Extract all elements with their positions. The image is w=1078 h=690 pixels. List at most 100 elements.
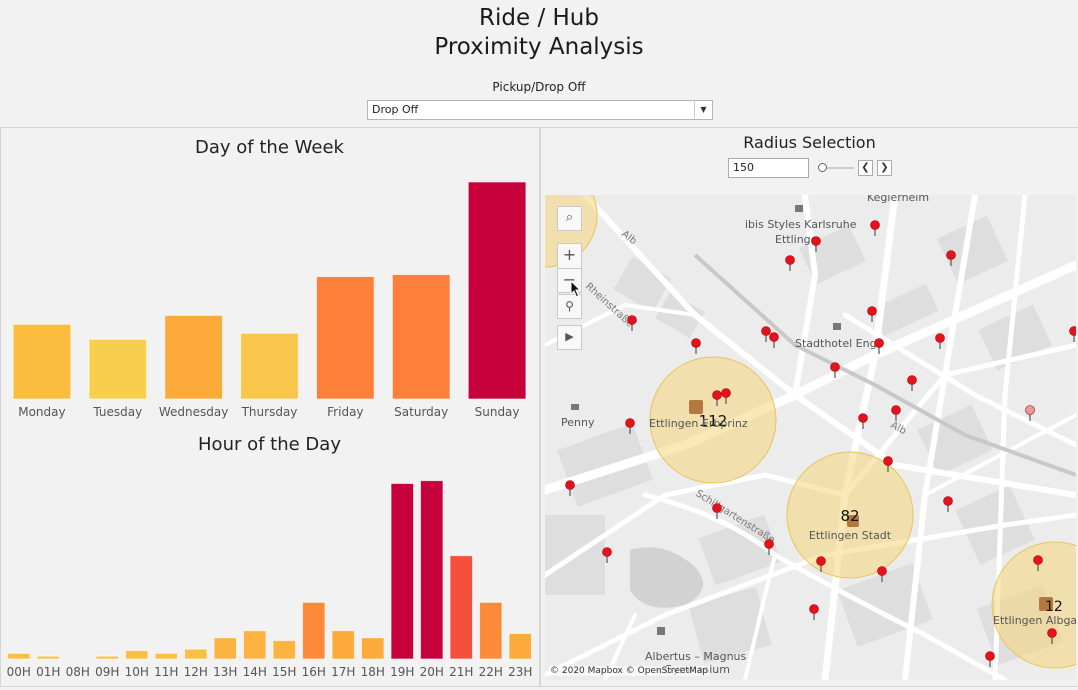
map-pin[interactable] bbox=[721, 388, 731, 405]
tick-label-sunday: Sunday bbox=[475, 405, 520, 419]
bar-09h[interactable] bbox=[95, 655, 119, 660]
map-attribution[interactable]: © 2020 Mapbox © OpenStreetMap bbox=[548, 666, 710, 676]
tick-label-01h: 01H bbox=[36, 665, 60, 679]
map-pin[interactable] bbox=[625, 418, 635, 435]
tick-label-15h: 15H bbox=[272, 665, 296, 679]
bar-19h[interactable] bbox=[390, 482, 414, 660]
bar-thursday[interactable] bbox=[240, 332, 299, 400]
divider bbox=[0, 686, 1078, 687]
map-pin[interactable] bbox=[627, 315, 637, 332]
map-pin[interactable] bbox=[1033, 555, 1043, 572]
radius-input[interactable]: 150 bbox=[728, 158, 809, 178]
map-pin[interactable] bbox=[907, 375, 917, 392]
map-pin[interactable] bbox=[867, 306, 877, 323]
map-pin[interactable] bbox=[816, 556, 826, 573]
divider bbox=[539, 127, 541, 687]
bar-22h[interactable] bbox=[479, 601, 503, 660]
map-pin[interactable] bbox=[712, 390, 722, 407]
tick-label-08h: 08H bbox=[66, 665, 90, 679]
tick-label-thursday: Thursday bbox=[241, 405, 298, 419]
hour-of-day-chart[interactable]: 00H 01H 08H 09H 10H 11H 12H 13H 14H 15H 16H 17H 18H 1… bbox=[0, 465, 539, 685]
radius-decrement-button[interactable]: ❮ bbox=[858, 160, 873, 176]
bar-01h[interactable] bbox=[36, 655, 60, 660]
map-pin[interactable] bbox=[761, 326, 771, 343]
bar-saturday[interactable] bbox=[391, 274, 451, 400]
map-pin[interactable] bbox=[883, 456, 893, 473]
map-pin[interactable] bbox=[985, 651, 995, 668]
tick-label-00h: 00H bbox=[7, 665, 31, 679]
radius-slider-thumb[interactable] bbox=[818, 163, 827, 172]
bar-00h[interactable] bbox=[7, 652, 31, 660]
tick-label-23h: 23H bbox=[508, 665, 532, 679]
tick-label-17h: 17H bbox=[331, 665, 355, 679]
map-search-button[interactable]: ⌕ bbox=[557, 206, 582, 231]
map-pin[interactable] bbox=[877, 566, 887, 583]
map-pin[interactable] bbox=[1047, 628, 1057, 645]
pickup-dropoff-value: Drop Off bbox=[372, 103, 419, 116]
tick-label-12h: 12H bbox=[184, 665, 208, 679]
tick-label-22h: 22H bbox=[479, 665, 503, 679]
bar-17h[interactable] bbox=[331, 630, 355, 660]
map-pin[interactable] bbox=[785, 255, 795, 272]
radius-slider-track[interactable] bbox=[820, 167, 854, 169]
bar-11h[interactable] bbox=[154, 652, 178, 660]
clear-pin-button[interactable]: ⚲ bbox=[557, 294, 582, 319]
map-pin[interactable] bbox=[935, 333, 945, 350]
bar-20h[interactable] bbox=[420, 480, 444, 660]
bar-10h[interactable] bbox=[125, 650, 149, 660]
bar-21h[interactable] bbox=[449, 555, 473, 660]
bar-wednesday[interactable] bbox=[164, 314, 223, 400]
map-pin[interactable] bbox=[811, 236, 821, 253]
map-pin[interactable] bbox=[691, 338, 701, 355]
map-label-top: Kegierheim bbox=[867, 195, 929, 204]
bar-12h[interactable] bbox=[184, 648, 208, 660]
bar-15h[interactable] bbox=[272, 640, 296, 660]
hub-count-2: 82 bbox=[840, 507, 859, 525]
map-pin[interactable] bbox=[946, 250, 956, 267]
bar-tuesday[interactable] bbox=[88, 338, 148, 400]
map-view[interactable]: ibis Styles Karlsruhe Ettlinge Stadthote… bbox=[545, 195, 1076, 680]
tick-label-tuesday: Tuesday bbox=[92, 405, 142, 419]
map-pin[interactable] bbox=[870, 220, 880, 237]
map-pin[interactable] bbox=[943, 496, 953, 513]
bar-sunday[interactable] bbox=[467, 181, 527, 400]
chevron-down-icon[interactable]: ▼ bbox=[694, 101, 712, 119]
hub-name-1: Ettlingen Erbprinz bbox=[649, 417, 748, 430]
tick-label-20h: 20H bbox=[420, 665, 444, 679]
tick-label-10h: 10H bbox=[125, 665, 149, 679]
bar-friday[interactable] bbox=[316, 276, 375, 400]
pickup-dropoff-dropdown[interactable]: Drop Off ▼ bbox=[367, 100, 713, 120]
map-pin[interactable] bbox=[874, 338, 884, 355]
mouse-cursor-icon bbox=[570, 280, 582, 298]
bar-18h[interactable] bbox=[361, 637, 385, 660]
day-of-week-chart[interactable]: Monday Tuesday Wednesday Thursday Friday Satu… bbox=[0, 170, 539, 426]
map-pin[interactable] bbox=[1069, 326, 1077, 343]
dashboard-title-line2: Proximity Analysis bbox=[434, 34, 644, 60]
tick-label-21h: 21H bbox=[449, 665, 473, 679]
map-pin[interactable] bbox=[891, 405, 901, 422]
map-label-hotel-b: Ettlinge bbox=[775, 233, 818, 246]
bar-14h[interactable] bbox=[243, 630, 267, 660]
bar-23h[interactable] bbox=[508, 633, 532, 660]
map-pin[interactable] bbox=[830, 362, 840, 379]
map-pin[interactable] bbox=[602, 547, 612, 564]
zoom-in-button[interactable]: + bbox=[557, 243, 582, 268]
map-pin[interactable] bbox=[565, 480, 575, 497]
map-label-school: Albertus – Magnus bbox=[645, 650, 747, 663]
map-pin[interactable] bbox=[858, 413, 868, 430]
tick-label-11h: 11H bbox=[154, 665, 178, 679]
bar-13h[interactable] bbox=[213, 637, 237, 660]
tick-label-13h: 13H bbox=[213, 665, 237, 679]
bar-monday[interactable] bbox=[12, 323, 72, 400]
map-pin[interactable] bbox=[809, 604, 819, 621]
map-play-button[interactable]: ▶ bbox=[557, 325, 582, 350]
map-pin[interactable] bbox=[712, 503, 722, 520]
map-label-hotel2: Stadthotel Enge bbox=[795, 337, 884, 350]
radius-increment-button[interactable]: ❯ bbox=[877, 160, 892, 176]
map-pin[interactable] bbox=[769, 332, 779, 349]
tick-label-saturday: Saturday bbox=[394, 405, 448, 419]
dashboard-title-line1: Ride / Hub bbox=[479, 5, 599, 31]
map-pin[interactable] bbox=[764, 539, 774, 556]
map-pin[interactable] bbox=[1025, 405, 1035, 422]
bar-16h[interactable] bbox=[302, 601, 326, 660]
